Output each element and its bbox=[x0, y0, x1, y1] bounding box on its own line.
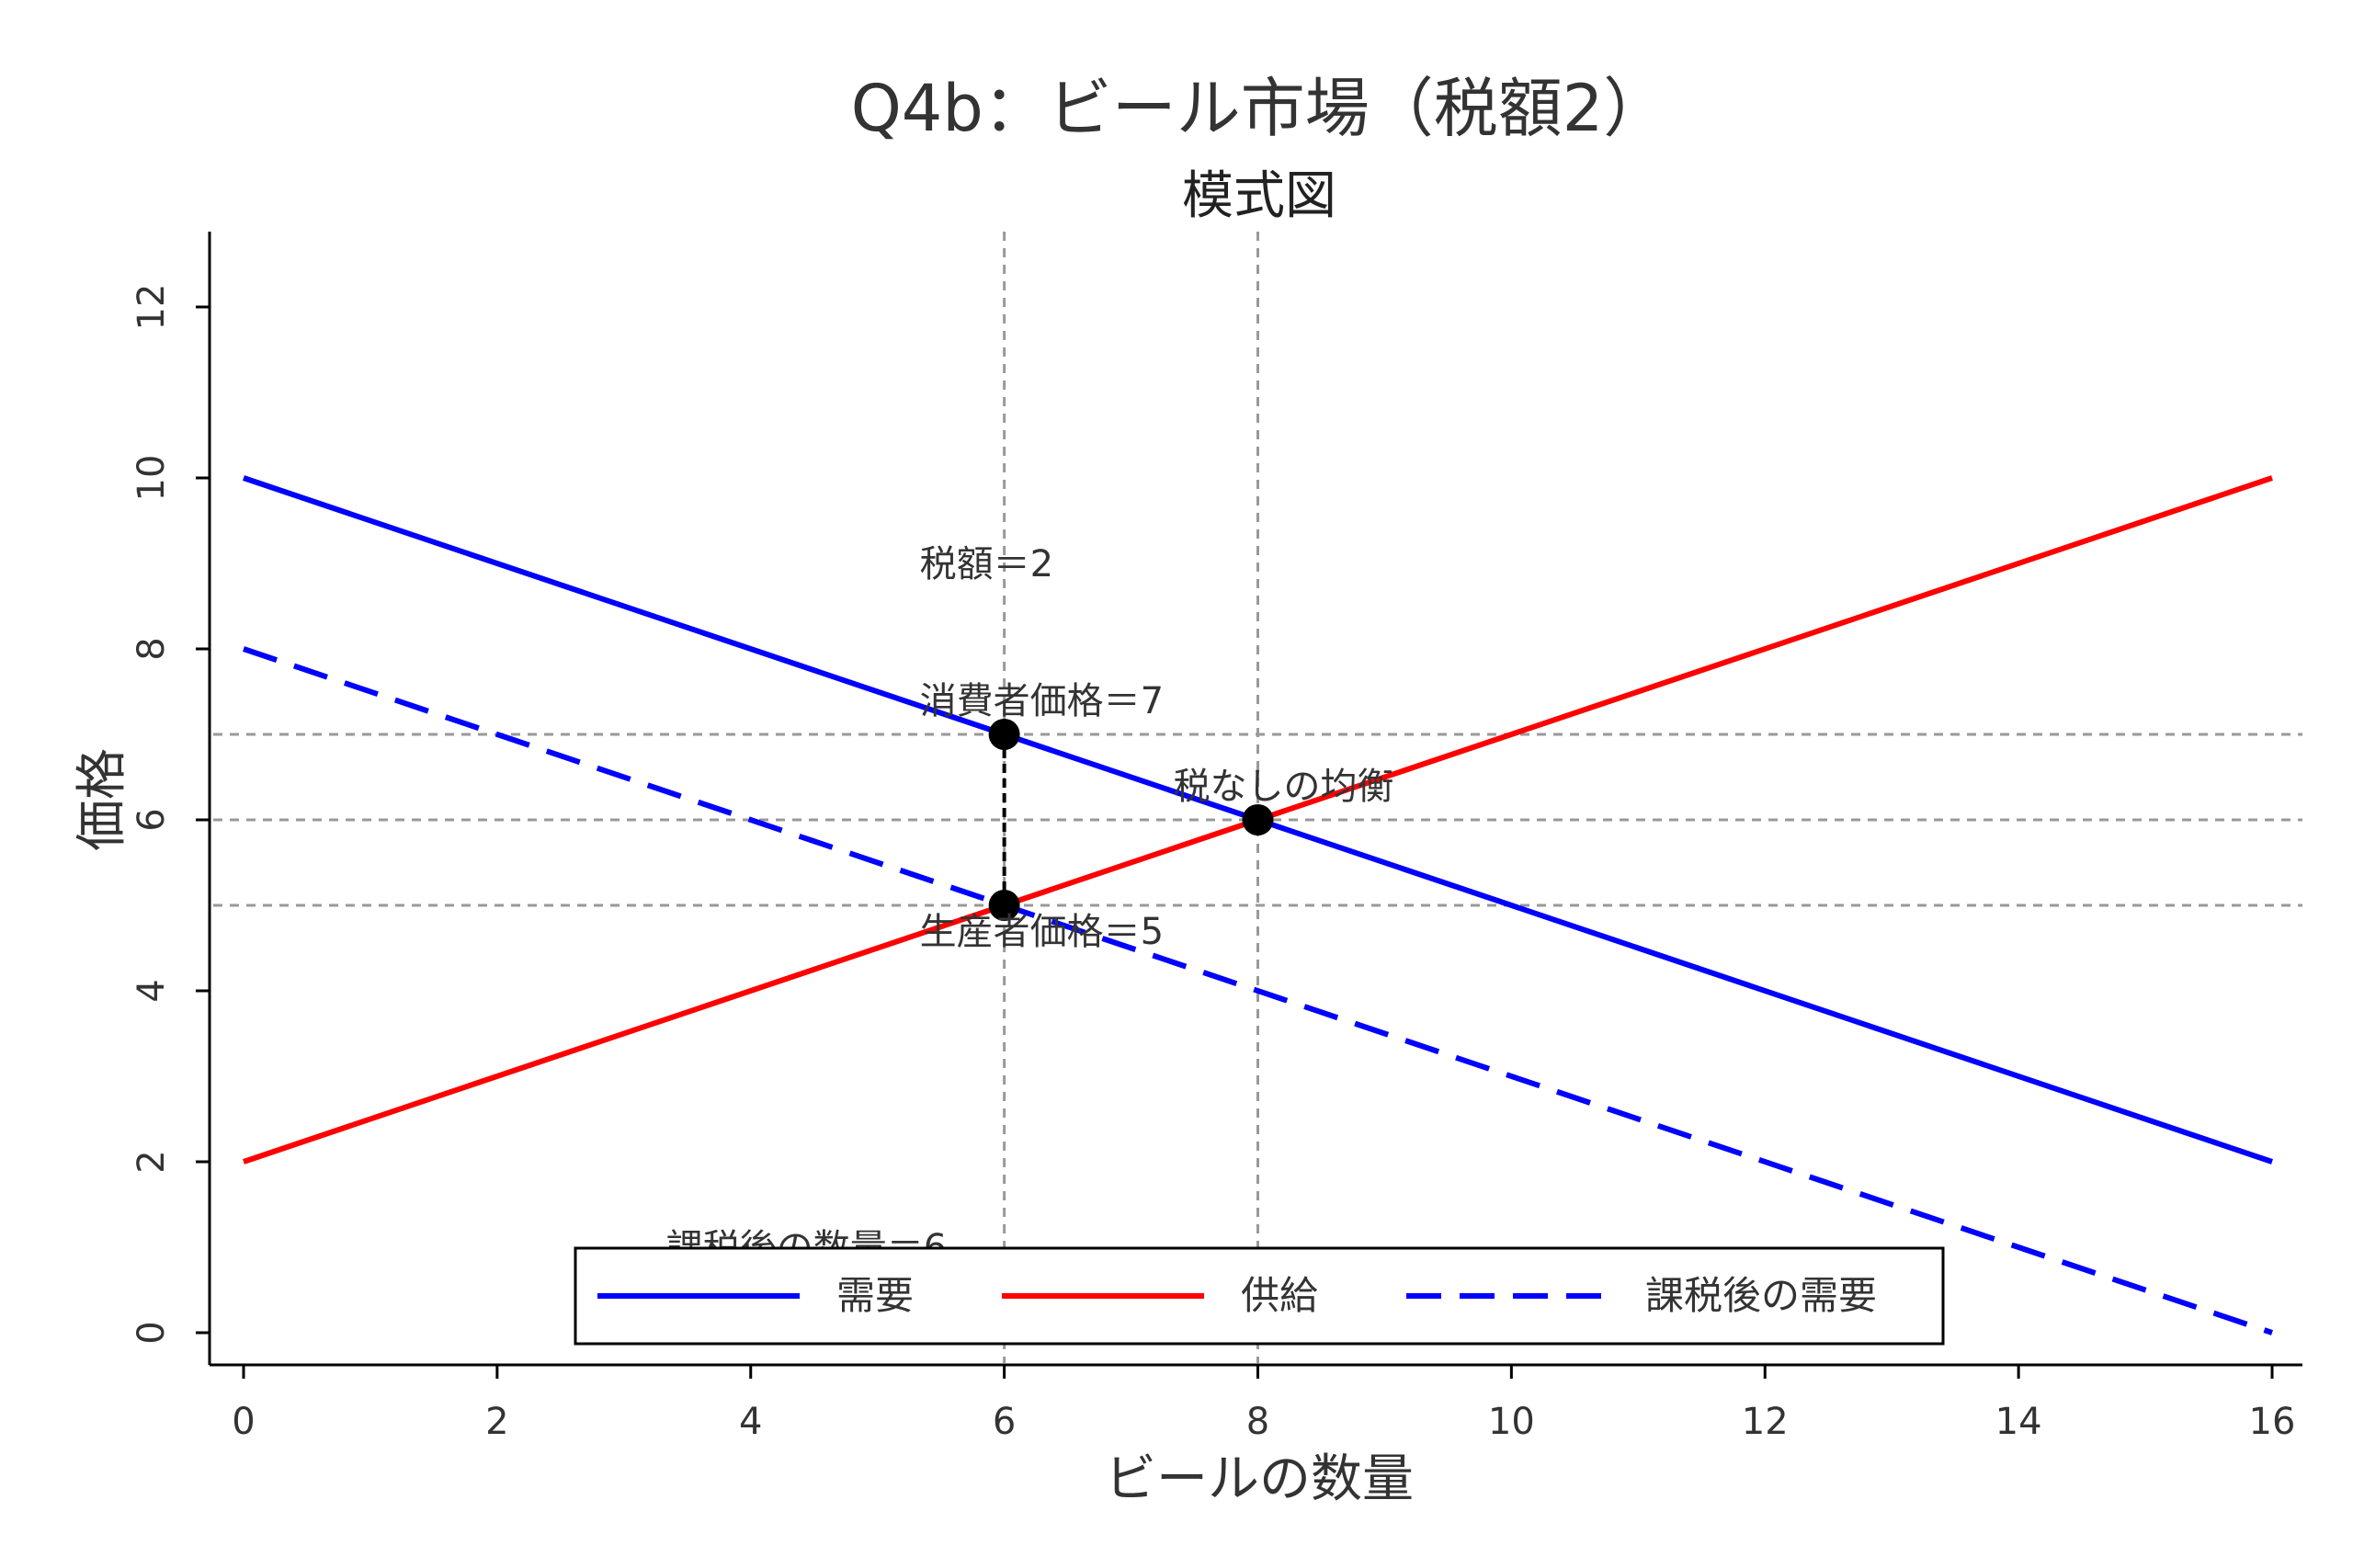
y-tick-label-4: 8 bbox=[131, 637, 173, 660]
legend-label-0: 需要 bbox=[836, 1273, 914, 1318]
y-tick-label-1: 2 bbox=[131, 1150, 173, 1173]
y-tick-label-6: 12 bbox=[131, 284, 173, 331]
legend: 需要 供給 課税後の需要 bbox=[574, 1246, 1945, 1346]
y-tick-label-0: 0 bbox=[131, 1321, 173, 1344]
legend-label-1: 供給 bbox=[1241, 1273, 1318, 1318]
annotation-1: 消費者価格＝7 bbox=[920, 680, 1164, 722]
x-tick-label-4: 8 bbox=[1246, 1401, 1269, 1443]
equilibrium-point-1 bbox=[1242, 804, 1274, 835]
x-tick-label-1: 2 bbox=[485, 1401, 508, 1443]
y-tick-label-2: 4 bbox=[131, 979, 173, 1002]
series-line-2 bbox=[243, 646, 2273, 1335]
x-tick-label-6: 12 bbox=[1742, 1401, 1789, 1443]
x-tick-label-7: 14 bbox=[1995, 1401, 2042, 1443]
y-ticks: 0 2 4 6 8 10 12 bbox=[131, 284, 210, 1345]
x-tick-label-2: 4 bbox=[739, 1401, 762, 1443]
x-tick-label-8: 16 bbox=[2249, 1401, 2296, 1443]
chart-subtitle: 模式図 bbox=[1182, 166, 1336, 226]
legend-box bbox=[574, 1246, 1945, 1346]
y-tick-label-3: 6 bbox=[131, 808, 173, 831]
y-tick-label-5: 10 bbox=[131, 455, 173, 502]
x-axis-label: ビールの数量 bbox=[1105, 1449, 1414, 1509]
legend-label-2: 課税後の需要 bbox=[1645, 1273, 1877, 1318]
y-axis-label: 価格 bbox=[73, 748, 132, 851]
annotation-3: 生産者価格＝5 bbox=[920, 911, 1164, 953]
reference-lines bbox=[213, 232, 2302, 1363]
chart-title: Q4b：ビール市場（税額2） bbox=[851, 71, 1668, 146]
equilibrium-point-0 bbox=[988, 719, 1020, 750]
x-tick-label-5: 10 bbox=[1488, 1401, 1535, 1443]
x-ticks: 0 2 4 6 8 10 12 14 16 bbox=[232, 1365, 2295, 1443]
equilibrium-point-2 bbox=[988, 890, 1020, 921]
equilibrium-points bbox=[988, 719, 1274, 921]
annotation-2: 税なしの均衡 bbox=[1174, 766, 1394, 808]
axes bbox=[208, 232, 2302, 1367]
x-tick-label-0: 0 bbox=[232, 1401, 255, 1443]
x-tick-label-3: 6 bbox=[993, 1401, 1016, 1443]
annotation-0: 税額＝2 bbox=[920, 543, 1053, 585]
